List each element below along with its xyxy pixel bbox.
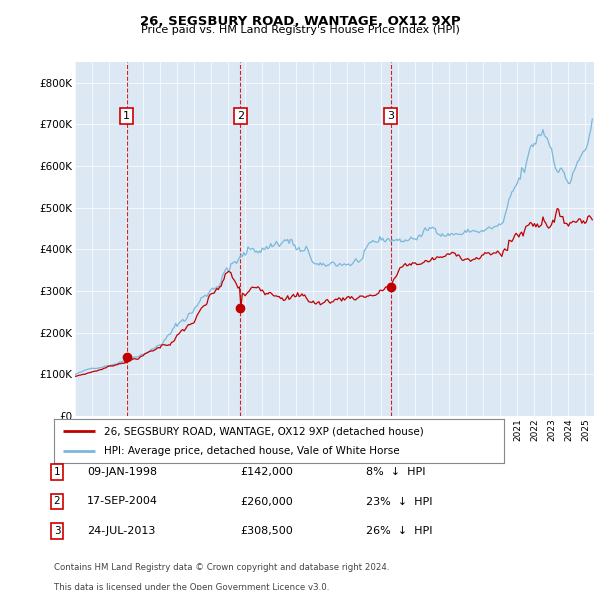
Text: 1: 1 (123, 111, 130, 121)
Text: 26%  ↓  HPI: 26% ↓ HPI (366, 526, 433, 536)
Text: £142,000: £142,000 (240, 467, 293, 477)
Text: HPI: Average price, detached house, Vale of White Horse: HPI: Average price, detached house, Vale… (104, 446, 399, 456)
Text: Price paid vs. HM Land Registry's House Price Index (HPI): Price paid vs. HM Land Registry's House … (140, 25, 460, 35)
Text: This data is licensed under the Open Government Licence v3.0.: This data is licensed under the Open Gov… (54, 583, 329, 590)
Text: 2: 2 (53, 497, 61, 506)
Text: 23%  ↓  HPI: 23% ↓ HPI (366, 497, 433, 506)
Text: 3: 3 (387, 111, 394, 121)
Text: 26, SEGSBURY ROAD, WANTAGE, OX12 9XP: 26, SEGSBURY ROAD, WANTAGE, OX12 9XP (140, 15, 460, 28)
Text: Contains HM Land Registry data © Crown copyright and database right 2024.: Contains HM Land Registry data © Crown c… (54, 563, 389, 572)
Text: 3: 3 (53, 526, 61, 536)
Text: 26, SEGSBURY ROAD, WANTAGE, OX12 9XP (detached house): 26, SEGSBURY ROAD, WANTAGE, OX12 9XP (de… (104, 427, 423, 436)
Text: 2: 2 (236, 111, 244, 121)
Text: 8%  ↓  HPI: 8% ↓ HPI (366, 467, 425, 477)
Text: £308,500: £308,500 (240, 526, 293, 536)
Text: £260,000: £260,000 (240, 497, 293, 506)
Text: 09-JAN-1998: 09-JAN-1998 (87, 467, 157, 477)
Text: 17-SEP-2004: 17-SEP-2004 (87, 497, 158, 506)
Text: 1: 1 (53, 467, 61, 477)
Text: 24-JUL-2013: 24-JUL-2013 (87, 526, 155, 536)
